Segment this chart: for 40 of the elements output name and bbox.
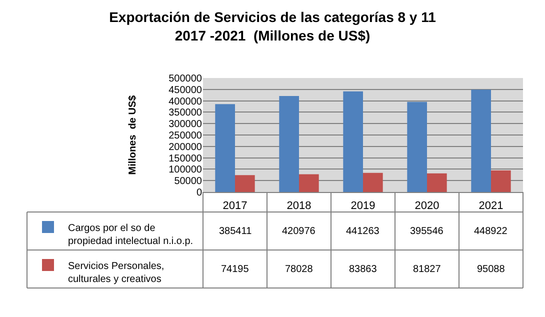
y-tick-label: 500000 [168, 74, 202, 84]
data-label: 420976 [282, 226, 316, 237]
y-tick-label: 50000 [174, 176, 202, 188]
data-label: 95088 [477, 264, 506, 275]
legend-label: Cargos por el so de propiedad intelectual n.i.o.p. [68, 222, 194, 247]
y-tick-label: 200000 [168, 142, 202, 153]
x-tick-label: 2018 [286, 200, 312, 212]
y-tick-label: 450000 [168, 84, 202, 96]
x-tick-label: 2019 [350, 200, 376, 212]
y-tick-label: 100000 [168, 164, 202, 176]
data-label: 395546 [410, 226, 444, 237]
data-label: 81827 [413, 264, 442, 275]
data-label: 441263 [346, 226, 380, 237]
y-tick-label: 250000 [168, 130, 202, 142]
data-label: 83863 [349, 264, 378, 275]
y-tick-label: 350000 [168, 108, 202, 119]
y-axis-title: Millones de US$ [128, 94, 139, 175]
legend-label: Servicios Personales, culturales y creativos [68, 260, 164, 285]
x-tick-label: 2021 [478, 200, 504, 212]
bar [407, 102, 427, 192]
data-label: 78028 [285, 264, 314, 275]
x-tick-label: 2020 [414, 200, 440, 212]
bar [343, 91, 363, 192]
bar [427, 173, 447, 192]
y-tick-label: 300000 [168, 119, 202, 130]
chart-title: Exportación de Servicios de las categorías 8 y 11 2017 -2021 (Millones de US$) [109, 9, 436, 44]
bar [471, 90, 491, 192]
y-tick-label: 400000 [168, 96, 202, 108]
data-label: 74195 [221, 264, 250, 275]
bar [363, 172, 383, 192]
y-tick-label: 0 [196, 188, 202, 198]
x-tick-label: 2017 [222, 200, 248, 212]
bar [215, 104, 235, 192]
bar [491, 170, 511, 192]
data-label: 448922 [474, 226, 508, 237]
data-label: 385411 [219, 226, 252, 237]
y-tick-label: 150000 [168, 153, 202, 164]
bar [279, 96, 299, 192]
bar [235, 175, 255, 192]
bar [299, 174, 319, 192]
